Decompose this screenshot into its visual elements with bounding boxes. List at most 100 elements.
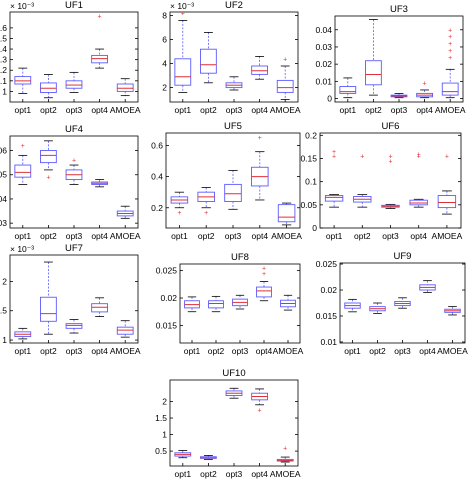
chart-panel-uf6: UF600.050.10.150.2opt1++opt2+opt3++opt4+…: [300, 121, 462, 241]
box-opt4: +: [416, 81, 433, 99]
chart-title: UF4: [65, 124, 83, 135]
y-tick-label: 1: [162, 430, 167, 440]
box-opt2: [365, 19, 382, 96]
x-tick-label: opt4: [91, 346, 108, 356]
box-iqr: [65, 323, 83, 329]
axis-exponent-label: × 10⁻³: [170, 1, 194, 11]
x-tick-label: opt3: [394, 346, 411, 356]
y-tick-label: 8: [162, 11, 167, 21]
y-tick-label: 0.2: [151, 203, 163, 213]
outlier-marker: +: [448, 55, 452, 62]
box-iqr: [251, 65, 268, 75]
chart-title: UF7: [65, 243, 83, 254]
y-tick-label: 0.15: [300, 153, 317, 163]
box-opt2: [200, 455, 217, 460]
box-iqr: [116, 326, 134, 335]
box-opt2: [208, 295, 224, 313]
box-opt4: +: [251, 388, 268, 414]
x-tick-label: AMOEA: [435, 105, 466, 115]
box-iqr: [208, 300, 224, 309]
box-opt3: [390, 93, 408, 99]
box-amoea: [116, 320, 134, 338]
box-opt4: [91, 297, 108, 318]
chart-panel-uf8: UF8 0.015 0.02 0.025 opt1 opt2 opt3 opt4 ++ AMOEA: [156, 252, 304, 356]
y-tick-label: 1.2: [0, 65, 7, 75]
chart-panel-uf4: UF4 0.03 0.04 0.05 0.06 opt1 + opt2 + opt3 + opt4AM…: [0, 124, 141, 241]
box-opt3: [65, 319, 83, 334]
y-tick-label: 1.3: [0, 55, 7, 65]
chart-title: UF10: [222, 368, 245, 379]
x-tick-label: opt4: [251, 105, 268, 115]
x-tick-label: opt4: [252, 231, 269, 241]
outlier-marker: +: [448, 48, 452, 55]
x-tick-label: opt2: [40, 105, 57, 115]
x-tick-label: opt2: [40, 231, 57, 241]
box-iqr: [65, 80, 83, 89]
x-tick-label: opt3: [391, 105, 408, 115]
y-tick-label: 1.5: [0, 306, 7, 316]
chart-panel-uf1: UF1 × 10⁻³ 11.11.21.31.41.51.6 opt1 opt2 opt3…: [0, 0, 141, 115]
chart-title: UF1: [65, 0, 83, 11]
box-iqr: [91, 54, 108, 64]
box-opt4: ++: [256, 265, 272, 302]
chart-panel-uf3: UF3 0 0.01 0.02 0.03 0.04 opt1 opt2 opt3 opt4 + AMO…: [315, 4, 465, 115]
y-tick-label: 1: [2, 86, 7, 96]
chart-panel-uf5: UF5 0.2 0.4 0.6 opt1 + opt2 + opt3 opt4 + AMOEA: [151, 121, 302, 241]
x-tick-label: opt2: [198, 231, 215, 241]
x-tick-label: opt2: [40, 346, 57, 356]
box-opt2: +: [197, 187, 215, 217]
y-tick-label: 6: [162, 35, 167, 45]
x-tick-label: opt2: [200, 105, 217, 115]
chart-title: UF9: [394, 251, 412, 262]
x-tick-label: opt2: [369, 346, 386, 356]
y-tick-label: 1.6: [0, 23, 7, 33]
box-opt1: [14, 67, 32, 94]
x-tick-label: opt2: [354, 231, 371, 241]
y-tick-label: 4: [162, 59, 167, 69]
y-tick-label: 0.05: [300, 200, 317, 210]
outlier-marker: +: [177, 210, 181, 217]
box-amoea: [116, 205, 134, 219]
box-iqr: [441, 82, 459, 96]
y-tick-label: 0.02: [160, 293, 177, 303]
x-tick-label: opt2: [200, 469, 217, 479]
box-opt2: +: [353, 154, 372, 208]
x-tick-label: opt3: [226, 469, 243, 479]
box-iqr: [224, 183, 242, 202]
outlier-marker: +: [332, 149, 336, 156]
box-opt3: [65, 71, 83, 93]
box-opt3: +: [65, 158, 83, 185]
box-opt2: [369, 302, 386, 314]
x-tick-label: opt1: [15, 105, 32, 115]
outlier-marker: +: [283, 445, 287, 452]
y-tick-label: 0.04: [315, 25, 332, 35]
y-tick-label: 0.6: [151, 140, 163, 150]
x-tick-label: AMOEA: [110, 231, 141, 241]
chart-title: UF6: [382, 121, 400, 132]
x-tick-label: opt4: [416, 105, 433, 115]
box-amoea: [444, 306, 461, 316]
y-tick-label: 0.025: [156, 266, 178, 276]
outlier-marker: +: [72, 158, 76, 165]
axis-exponent-label: × 10⁻³: [10, 1, 34, 11]
outlier-marker: +: [448, 41, 452, 48]
y-tick-label: 0.02: [315, 59, 332, 69]
box-opt4: +: [251, 135, 269, 201]
y-tick-label: 0.015: [316, 311, 338, 321]
x-tick-label: AMOEA: [110, 105, 141, 115]
chart-title: UF5: [224, 121, 242, 132]
y-tick-label: 1: [2, 335, 7, 345]
x-tick-label: AMOEA: [271, 231, 302, 241]
x-tick-label: opt1: [344, 346, 361, 356]
box-opt3: ++: [381, 154, 400, 209]
x-tick-label: opt1: [175, 469, 192, 479]
x-tick-label: opt1: [184, 346, 201, 356]
y-tick-label: 0.025: [316, 259, 338, 269]
box-amoea: +++++: [441, 27, 459, 99]
outlier-marker: +: [423, 81, 427, 88]
outlier-marker: +: [204, 210, 208, 217]
y-tick-label: 0.03: [0, 218, 7, 228]
box-opt2: [40, 261, 57, 335]
x-tick-label: AMOEA: [270, 469, 301, 479]
